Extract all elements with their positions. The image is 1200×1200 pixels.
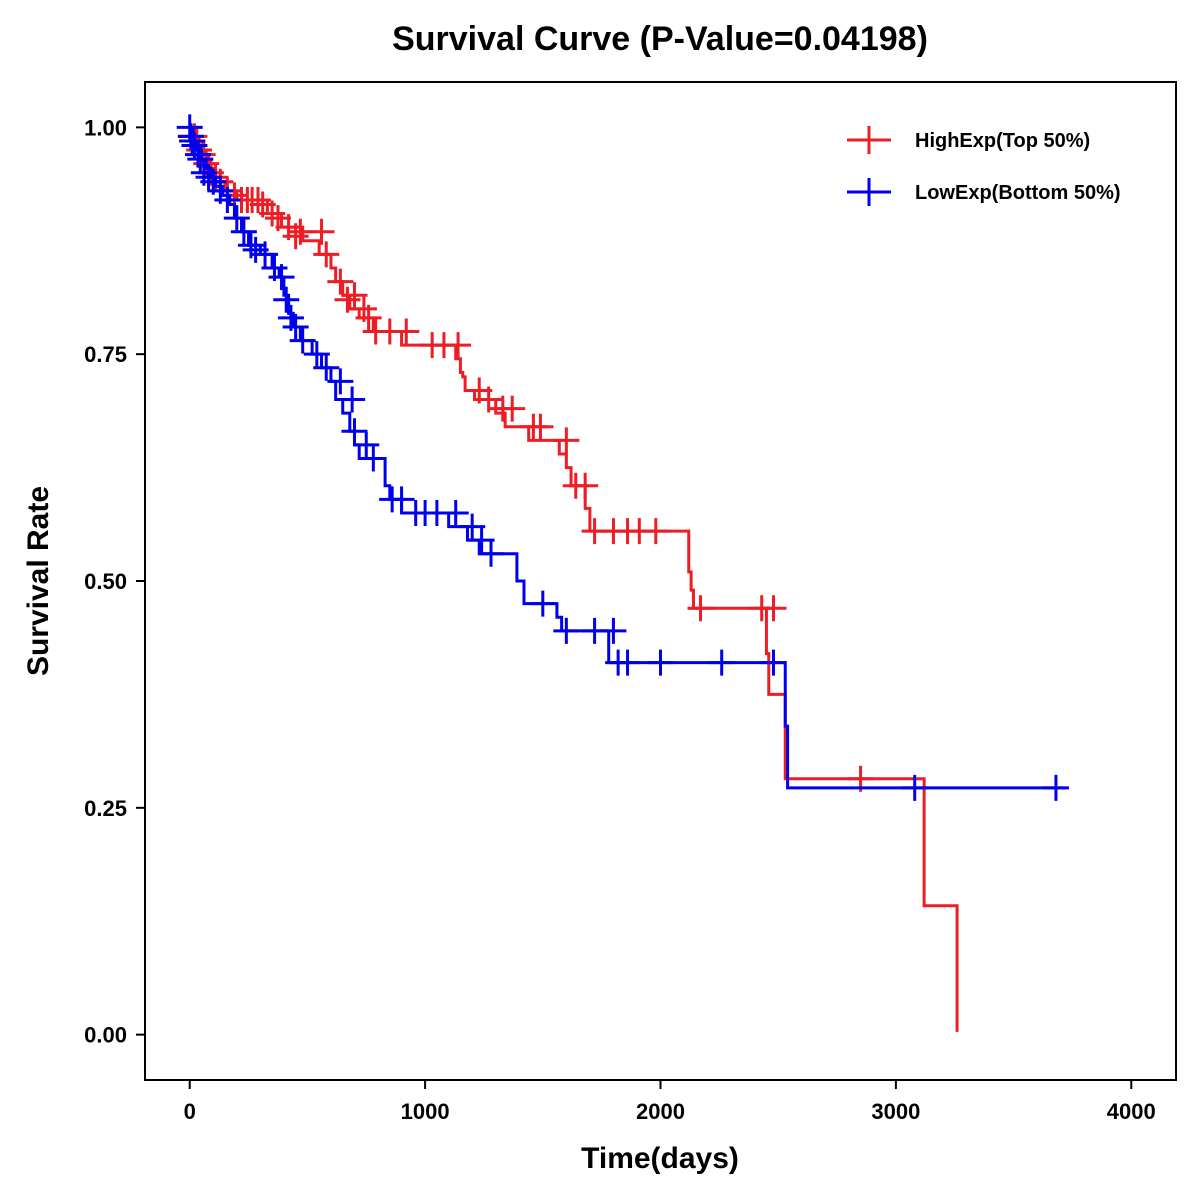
censor-mark — [360, 445, 387, 472]
censor-mark — [553, 427, 580, 454]
x-tick-label: 4000 — [1107, 1099, 1156, 1124]
censor-mark — [614, 649, 641, 676]
x-axis: 0 1000 2000 3000 4000 — [184, 1080, 1156, 1124]
series-layer — [176, 114, 1069, 1032]
censor-mark — [223, 205, 250, 232]
censor-mark — [308, 218, 335, 245]
censor-mark — [214, 186, 241, 213]
censor-mark — [339, 386, 366, 413]
censor-mark — [529, 590, 556, 617]
censor-mark — [572, 472, 599, 499]
censor-mark — [393, 318, 420, 345]
y-axis-label: Survival Rate — [22, 486, 55, 676]
censor-mark — [468, 527, 495, 554]
censor-mark — [327, 368, 354, 395]
censor-mark — [341, 418, 368, 445]
x-tick-label: 0 — [184, 1099, 196, 1124]
legend: HighExp(Top 50%) LowExp(Bottom 50%) — [847, 126, 1121, 206]
survival-line — [189, 125, 959, 1032]
censor-mark — [237, 232, 264, 259]
series-0 — [177, 123, 959, 1032]
censor-mark — [353, 431, 380, 458]
censor-mark — [268, 264, 295, 291]
x-axis-label: Time(days) — [581, 1142, 739, 1175]
censor-mark — [244, 186, 271, 213]
x-tick-label: 2000 — [636, 1099, 685, 1124]
x-tick-label: 3000 — [871, 1099, 920, 1124]
censor-mark — [708, 649, 735, 676]
censor-mark — [313, 354, 340, 381]
censor-mark — [475, 386, 502, 413]
censor-mark — [184, 141, 211, 168]
y-tick-label: 0.00 — [84, 1023, 127, 1048]
chart-title: Survival Curve (P-Value=0.04198) — [392, 20, 928, 58]
censor-mark — [252, 241, 279, 268]
censor-mark — [195, 164, 222, 191]
censor-mark — [499, 395, 526, 422]
censor-mark — [289, 327, 316, 354]
x-tick-label: 1000 — [401, 1099, 450, 1124]
censor-mark — [687, 595, 714, 622]
censor-mark — [303, 341, 330, 368]
censor-mark — [1042, 774, 1069, 801]
censor-mark — [647, 649, 674, 676]
legend-key — [847, 126, 891, 154]
censor-mark — [334, 286, 361, 313]
legend-label: HighExp(Top 50%) — [915, 130, 1090, 152]
censor-mark — [388, 486, 415, 513]
censor-mark — [445, 332, 472, 359]
censor-mark — [282, 223, 309, 250]
censor-mark — [478, 540, 505, 567]
y-tick-label: 0.25 — [84, 796, 127, 821]
censor-mark — [355, 304, 382, 331]
censor-mark — [273, 286, 300, 313]
censor-mark — [901, 774, 928, 801]
y-axis: 0.00 0.25 0.50 0.75 1.00 — [84, 115, 145, 1048]
censor-mark — [282, 313, 309, 340]
legend-label: LowExp(Bottom 50%) — [915, 182, 1121, 204]
legend-key — [847, 178, 891, 206]
censor-mark — [553, 617, 580, 644]
censor-mark — [187, 146, 214, 173]
censor-mark — [230, 218, 257, 245]
censor-mark — [442, 499, 469, 526]
survival-line — [189, 125, 1066, 790]
y-tick-label: 0.50 — [84, 569, 127, 594]
y-tick-label: 1.00 — [84, 115, 127, 140]
series-1 — [176, 114, 1069, 801]
censor-mark — [259, 200, 286, 227]
censor-mark — [600, 617, 627, 644]
y-tick-label: 0.75 — [84, 342, 127, 367]
censor-mark — [459, 513, 486, 540]
censor-mark — [313, 241, 340, 268]
censor-mark — [760, 649, 787, 676]
censor-mark — [527, 413, 554, 440]
censor-mark — [760, 595, 787, 622]
censor-mark — [179, 127, 206, 154]
censor-mark — [327, 268, 354, 295]
censor-mark — [341, 282, 368, 309]
censor-mark — [642, 518, 669, 545]
